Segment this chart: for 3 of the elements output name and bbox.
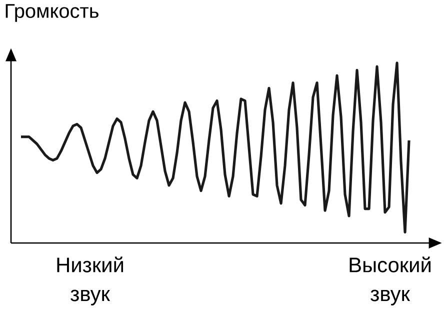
text: Высокий звук xyxy=(350,256,430,306)
y-axis-title: Громкость xyxy=(6,4,98,22)
text: Низкий звук xyxy=(57,256,124,306)
